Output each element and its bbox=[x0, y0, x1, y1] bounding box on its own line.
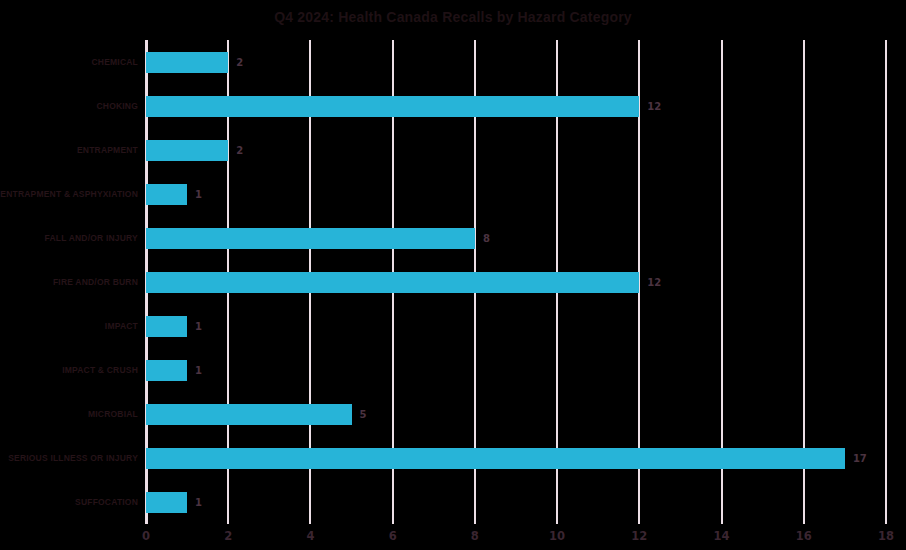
category-label: CHEMICAL bbox=[0, 57, 146, 67]
bar-track: 2 bbox=[146, 140, 886, 161]
bar-row: FIRE AND/OR BURN 12 bbox=[0, 260, 886, 304]
bar bbox=[146, 140, 228, 161]
category-label: IMPACT bbox=[0, 321, 146, 331]
x-tick-label: 6 bbox=[389, 529, 397, 543]
bar-row: IMPACT 1 bbox=[0, 304, 886, 348]
bar bbox=[146, 52, 228, 73]
bar-row: ENTRAPMENT & ASPHYXIATION 1 bbox=[0, 172, 886, 216]
bar-row: FALL AND/OR INJURY 8 bbox=[0, 216, 886, 260]
bar-row: SUFFOCATION 1 bbox=[0, 480, 886, 524]
bar bbox=[146, 184, 187, 205]
x-axis: 024681012141618 bbox=[146, 529, 886, 547]
value-label: 2 bbox=[236, 52, 243, 73]
x-tick-label: 18 bbox=[878, 529, 894, 543]
bar bbox=[146, 448, 845, 469]
x-tick-label: 16 bbox=[796, 529, 812, 543]
recalls-bar-chart: Q4 2024: Health Canada Recalls by Hazard… bbox=[0, 0, 906, 550]
bar bbox=[146, 316, 187, 337]
category-label: SERIOUS ILLNESS OR INJURY bbox=[0, 453, 146, 463]
category-label: SUFFOCATION bbox=[0, 497, 146, 507]
bar-row: CHOKING 12 bbox=[0, 84, 886, 128]
x-tick-label: 12 bbox=[631, 529, 647, 543]
bar-track: 1 bbox=[146, 184, 886, 205]
bar bbox=[146, 228, 475, 249]
bar-track: 17 bbox=[146, 448, 886, 469]
bar-track: 12 bbox=[146, 272, 886, 293]
bar-track: 1 bbox=[146, 316, 886, 337]
value-label: 8 bbox=[483, 228, 490, 249]
bar-row: IMPACT & CRUSH 1 bbox=[0, 348, 886, 392]
bar-row: ENTRAPMENT 2 bbox=[0, 128, 886, 172]
x-tick-label: 2 bbox=[224, 529, 232, 543]
x-tick-label: 4 bbox=[306, 529, 314, 543]
bar-row: CHEMICAL 2 bbox=[0, 40, 886, 84]
bar-row: SERIOUS ILLNESS OR INJURY 17 bbox=[0, 436, 886, 480]
bar-track: 1 bbox=[146, 492, 886, 513]
bar-track: 12 bbox=[146, 96, 886, 117]
value-label: 12 bbox=[647, 272, 661, 293]
bar bbox=[146, 492, 187, 513]
value-label: 2 bbox=[236, 140, 243, 161]
x-tick-label: 8 bbox=[471, 529, 479, 543]
bar bbox=[146, 360, 187, 381]
value-label: 5 bbox=[360, 404, 367, 425]
value-label: 1 bbox=[195, 492, 202, 513]
bar-row: MICROBIAL 5 bbox=[0, 392, 886, 436]
bar-track: 1 bbox=[146, 360, 886, 381]
category-label: FALL AND/OR INJURY bbox=[0, 233, 146, 243]
category-label: IMPACT & CRUSH bbox=[0, 365, 146, 375]
bar bbox=[146, 404, 352, 425]
bar-track: 5 bbox=[146, 404, 886, 425]
value-label: 1 bbox=[195, 360, 202, 381]
category-label: FIRE AND/OR BURN bbox=[0, 277, 146, 287]
bar bbox=[146, 96, 639, 117]
x-tick-label: 0 bbox=[142, 529, 150, 543]
bar bbox=[146, 272, 639, 293]
chart-title: Q4 2024: Health Canada Recalls by Hazard… bbox=[0, 9, 906, 25]
bar-track: 2 bbox=[146, 52, 886, 73]
bar-track: 8 bbox=[146, 228, 886, 249]
value-label: 1 bbox=[195, 316, 202, 337]
bar-rows: CHEMICAL2CHOKING12ENTRAPMENT2ENTRAPMENT … bbox=[0, 40, 886, 524]
category-label: ENTRAPMENT & ASPHYXIATION bbox=[0, 189, 146, 199]
x-tick-label: 14 bbox=[714, 529, 730, 543]
category-label: MICROBIAL bbox=[0, 409, 146, 419]
value-label: 17 bbox=[853, 448, 867, 469]
value-label: 1 bbox=[195, 184, 202, 205]
category-label: ENTRAPMENT bbox=[0, 145, 146, 155]
x-tick-label: 10 bbox=[549, 529, 565, 543]
category-label: CHOKING bbox=[0, 101, 146, 111]
value-label: 12 bbox=[647, 96, 661, 117]
